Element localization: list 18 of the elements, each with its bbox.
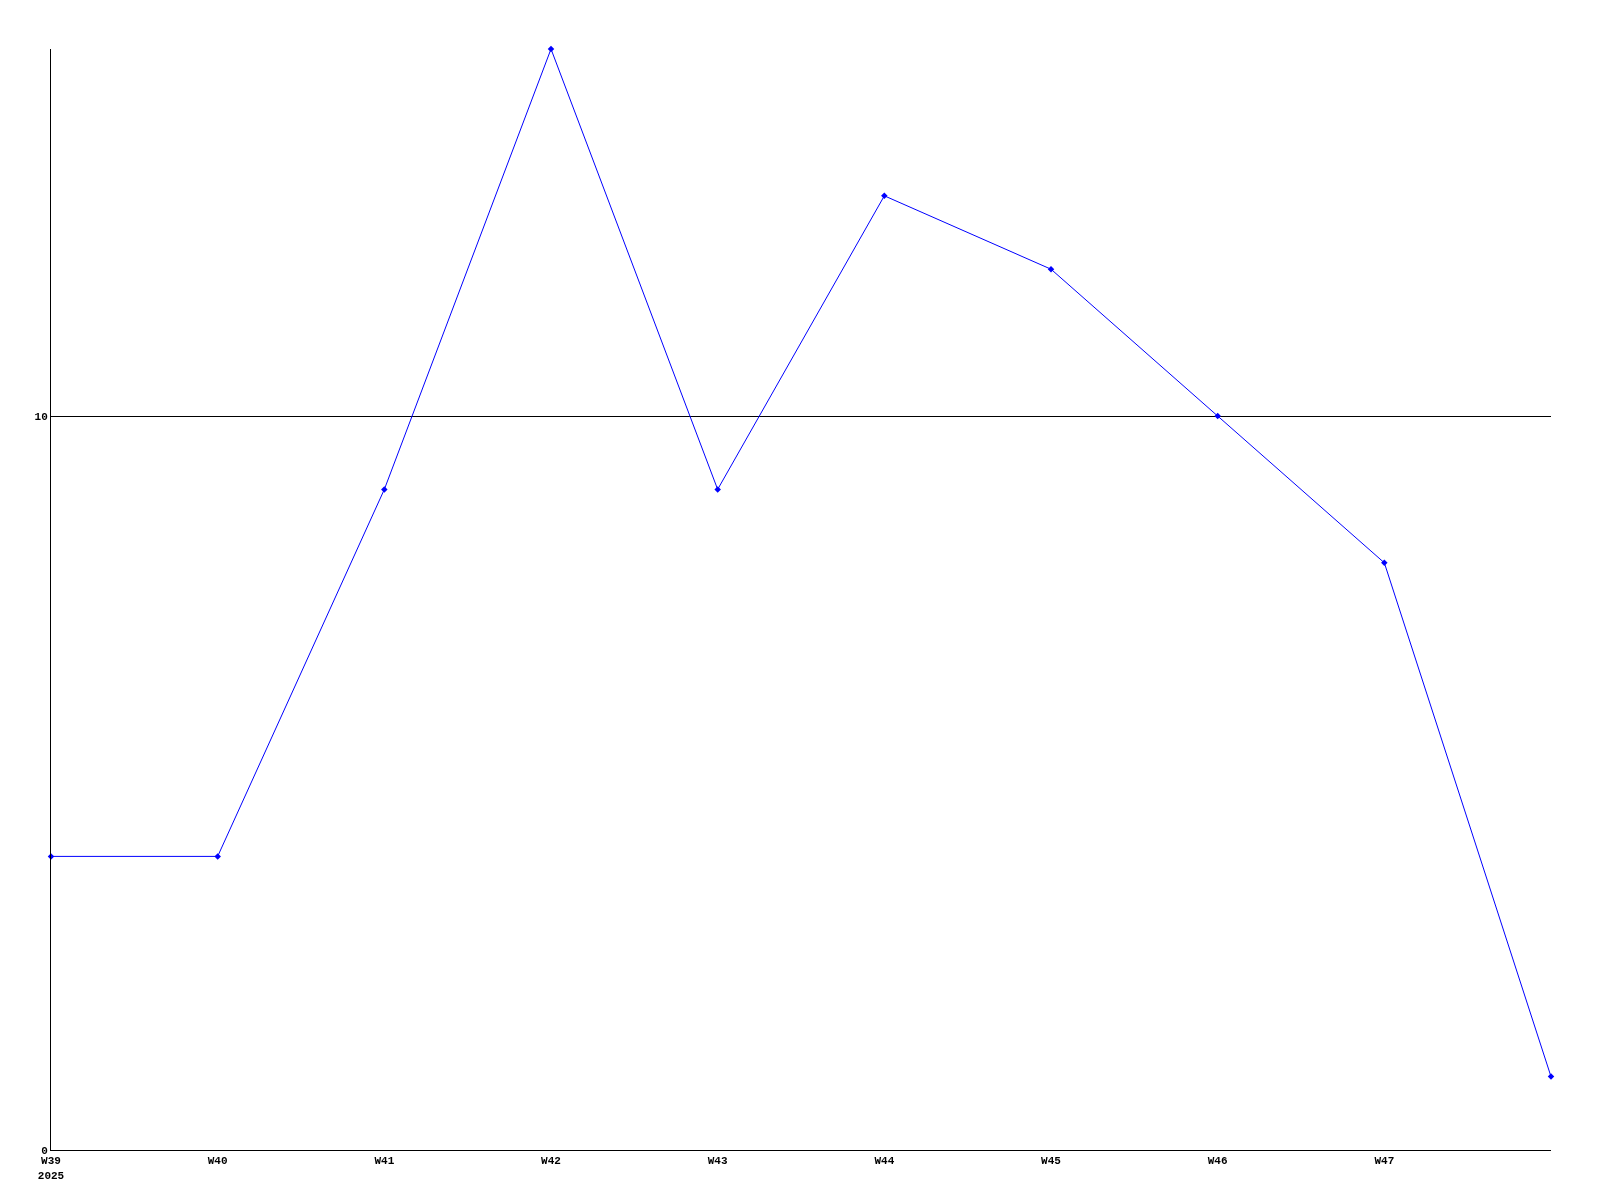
x-tick-label: W43 [707, 1155, 728, 1168]
x-tick-label: W41 [374, 1155, 395, 1168]
x-tick-label: W46 [1207, 1155, 1228, 1168]
y-tick-label: 10 [34, 410, 48, 423]
point [881, 192, 888, 200]
x-tick-label: W45 [1041, 1155, 1062, 1168]
x-tick-label: W44 [874, 1155, 895, 1168]
y-tick-label: 0 [41, 1144, 48, 1157]
x-tick-label: W40 [207, 1155, 228, 1168]
point [547, 45, 555, 53]
point [381, 486, 388, 493]
point [1047, 265, 1055, 273]
point [214, 853, 221, 860]
point [1381, 559, 1388, 567]
x-tick-label: W42 [541, 1155, 561, 1168]
point [714, 486, 721, 493]
x-tick-label: W39 2025 [37, 1155, 65, 1182]
x-tick-label: W47 [1374, 1155, 1395, 1168]
